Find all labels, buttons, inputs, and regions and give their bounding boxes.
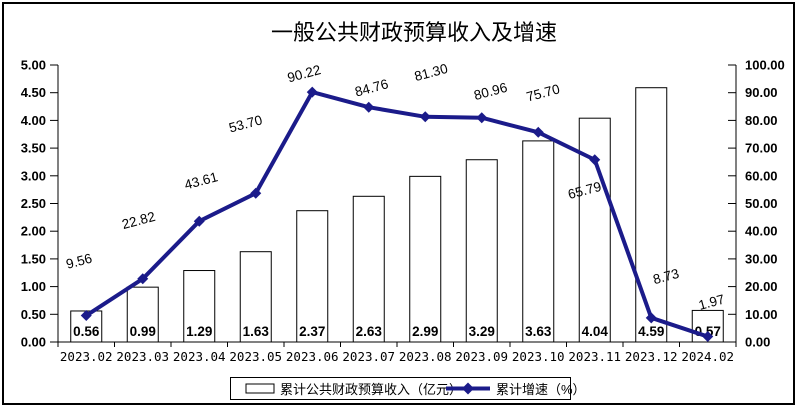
left-axis-tick-label: 4.00 <box>21 113 46 128</box>
bar <box>296 210 329 343</box>
line-point-marker-icon <box>137 273 149 285</box>
legend-line-series-label: 累计增速（%） <box>496 382 586 397</box>
bar <box>126 286 159 343</box>
bar <box>635 87 668 343</box>
x-axis-category-label: 2023.03 <box>116 349 169 364</box>
x-axis-category-label: 2023.09 <box>455 349 508 364</box>
bar-value-label: 1.63 <box>243 324 270 339</box>
line-point-marker-icon <box>645 312 657 324</box>
line-point-marker-icon <box>250 187 262 199</box>
left-axis-tick-label: 0.00 <box>21 335 46 350</box>
right-axis-tick-label: 100.00 <box>745 58 785 73</box>
x-axis-category-label: 2023.02 <box>60 349 113 364</box>
line-value-label: 43.61 <box>183 169 220 192</box>
right-axis-tick-label: 60.00 <box>745 168 778 183</box>
left-axis-tick-label: 1.00 <box>21 279 46 294</box>
line-value-label: 22.82 <box>120 209 157 232</box>
bar <box>522 140 555 343</box>
left-axis-tick-label: 2.50 <box>21 196 46 211</box>
x-axis-category-label: 2023.12 <box>625 349 678 364</box>
bar <box>578 117 611 343</box>
x-axis-category-label: 2023.10 <box>512 349 565 364</box>
left-axis-tick-label: 1.50 <box>21 251 46 266</box>
bar-value-label: 3.63 <box>525 324 552 339</box>
bar-value-label: 2.63 <box>356 324 383 339</box>
line-value-label: 8.73 <box>651 266 680 287</box>
bar-value-label: 1.29 <box>186 324 212 339</box>
left-axis-tick-label: 0.50 <box>21 307 46 322</box>
bar <box>465 159 498 343</box>
right-axis-tick-label: 0.00 <box>745 335 770 350</box>
plot-area: 0.00 0.50 1.00 1.50 2.00 2.50 3.00 3.50 4.00 4.50… <box>21 58 785 365</box>
bar <box>183 270 216 343</box>
left-axis-tick-label: 3.00 <box>21 168 46 183</box>
right-axis-tick-label: 40.00 <box>745 224 778 239</box>
bar-value-label: 2.99 <box>412 324 438 339</box>
right-axis-tick-label: 30.00 <box>745 251 778 266</box>
right-axis-tick-label: 80.00 <box>745 113 778 128</box>
line-value-label: 1.97 <box>697 292 726 313</box>
bar-value-label: 4.04 <box>582 324 609 339</box>
left-axis-tick-label: 5.00 <box>21 58 46 73</box>
right-axis-tick-label: 20.00 <box>745 279 778 294</box>
bar-value-label: 0.56 <box>73 324 100 339</box>
legend-diamond-marker-icon <box>462 382 474 395</box>
right-axis-tick-label: 50.00 <box>745 196 778 211</box>
x-axis-category-label: 2023.08 <box>399 349 452 364</box>
line-point-marker-icon <box>363 101 375 113</box>
bar-value-label: 0.99 <box>130 324 156 339</box>
right-axis-tick-label: 90.00 <box>745 85 778 100</box>
line-point-marker-icon <box>419 111 431 123</box>
x-axis-category-label: 2023.11 <box>568 349 621 364</box>
line-value-label: 81.30 <box>413 61 450 84</box>
legend-bar-swatch-icon <box>245 383 275 394</box>
bar-value-label: 2.37 <box>299 324 325 339</box>
bar <box>239 251 272 343</box>
bar <box>352 195 385 343</box>
x-axis-category-label: 2023.05 <box>229 349 282 364</box>
line-value-label: 53.70 <box>227 112 264 135</box>
bar-value-label: 3.29 <box>469 324 495 339</box>
line-value-label: 90.22 <box>286 62 323 85</box>
line-value-label: 75.70 <box>525 81 562 104</box>
x-axis-category-label: 2023.07 <box>342 349 395 364</box>
x-axis-category-label: 2023.04 <box>173 349 226 364</box>
line-point-marker-icon <box>306 86 318 98</box>
line-value-label: 9.56 <box>64 251 93 272</box>
bar-value-label: 4.59 <box>638 324 664 339</box>
right-axis-tick-label: 10.00 <box>745 307 778 322</box>
x-axis-category-label: 2024.02 <box>681 349 734 364</box>
chart-border <box>2 2 795 405</box>
bar <box>409 175 442 343</box>
legend-box <box>230 377 571 400</box>
line-point-marker-icon <box>702 331 714 343</box>
x-axis-category-label: 2023.06 <box>286 349 339 364</box>
line-point-marker-icon <box>193 215 205 227</box>
line-value-label: 80.96 <box>472 80 509 103</box>
line-point-marker-icon <box>476 112 488 124</box>
left-axis-tick-label: 2.00 <box>21 224 46 239</box>
left-axis-tick-label: 4.50 <box>21 85 46 100</box>
chart-title: 一般公共财政预算收入及增速 <box>271 21 557 46</box>
line-point-marker-icon <box>80 310 92 322</box>
line-point-marker-icon <box>532 126 544 138</box>
line-value-label: 84.76 <box>353 76 390 99</box>
right-axis-tick-label: 70.00 <box>745 141 778 156</box>
left-axis-tick-label: 3.50 <box>21 141 46 156</box>
legend-bar-series-label: 累计公共财政预算收入（亿元） <box>280 382 462 397</box>
legend: 累计公共财政预算收入（亿元） 累计增速（%） <box>230 377 586 400</box>
line-point-marker-icon <box>589 154 601 166</box>
growth-line <box>85 90 709 339</box>
